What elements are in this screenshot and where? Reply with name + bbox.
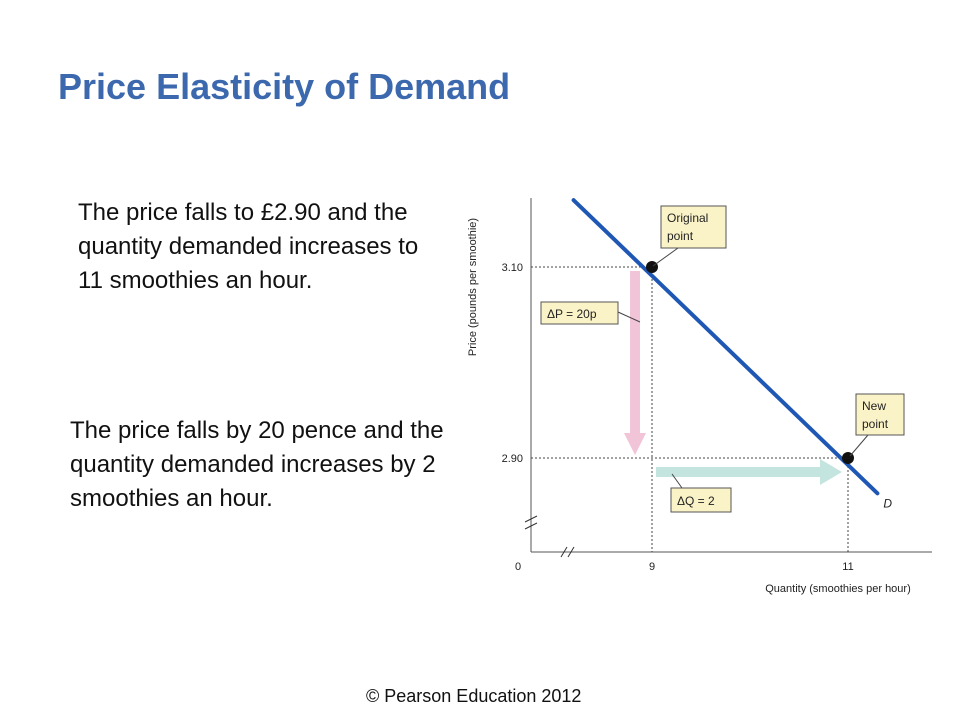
quantity-change-label: ΔQ = 2 bbox=[677, 494, 715, 508]
original-point-leader bbox=[652, 247, 679, 267]
demand-curve-label: D bbox=[883, 496, 892, 510]
page-title: Price Elasticity of Demand bbox=[58, 66, 511, 107]
quantity-change-callout: ΔQ = 2 bbox=[670, 487, 732, 513]
new-point-callout: New point bbox=[855, 393, 905, 436]
explanation-text-1: The price falls to £2.90 and the quantit… bbox=[78, 199, 419, 294]
y-tick-label: 3.10 bbox=[502, 262, 523, 274]
x-axis-label: Quantity (smoothies per hour) bbox=[765, 583, 911, 595]
new-point-label-line1: New bbox=[862, 399, 886, 413]
x-axis-break bbox=[560, 546, 575, 558]
x-tick-label: 9 bbox=[649, 561, 655, 573]
y-axis-break bbox=[524, 515, 538, 530]
price-change-label: ΔP = 20p bbox=[547, 307, 597, 321]
original-point-label-line2: point bbox=[667, 229, 694, 243]
quantity-change-leader bbox=[671, 473, 683, 489]
y-axis-label: Price (pounds per smoothie) bbox=[467, 218, 479, 356]
original-point-label-line1: Original bbox=[667, 211, 708, 225]
demand-curve bbox=[571, 198, 880, 496]
explanation-text-2: The price falls by 20 pence and the quan… bbox=[70, 417, 444, 512]
price-change-leader bbox=[617, 311, 641, 323]
new-point-leader bbox=[849, 434, 869, 457]
copyright-notice: © Pearson Education 2012 bbox=[366, 686, 582, 706]
original-point-marker bbox=[646, 261, 658, 273]
original-point-callout: Original point bbox=[660, 205, 727, 249]
x-tick-label: 11 bbox=[842, 561, 853, 573]
x-tick-label: 0 bbox=[515, 561, 521, 573]
y-tick-label: 2.90 bbox=[502, 453, 523, 465]
new-point-label-line2: point bbox=[862, 417, 889, 431]
quantity-change-arrow-head bbox=[820, 459, 842, 485]
price-change-callout: ΔP = 20p bbox=[540, 301, 619, 325]
